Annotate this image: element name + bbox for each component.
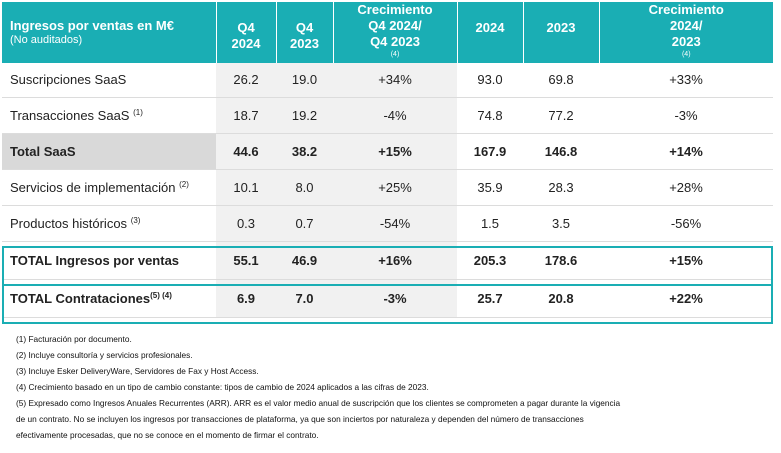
cell-q4-2024: 10.1 xyxy=(216,169,276,206)
cell-2024: 205.3 xyxy=(457,241,523,280)
footnote: (3) Incluye Esker DeliveryWare, Servidor… xyxy=(16,366,259,376)
cell-2024: 1.5 xyxy=(457,205,523,242)
footnote: efectivamente procesadas, que no se cono… xyxy=(16,430,319,440)
header-growth-year-note: (4) xyxy=(681,51,691,58)
cell-2023: 69.8 xyxy=(523,63,599,98)
footnote-ref: (3) xyxy=(130,215,141,225)
cell-2024: 93.0 xyxy=(457,63,523,98)
header-q4-2024: Q4 2024 xyxy=(216,2,277,63)
cell-q4-2023: 19.0 xyxy=(276,63,333,98)
footnote-ref: (2) xyxy=(179,179,189,189)
subtotal-row: Total SaaS 44.6 38.2 +15% 167.9 146.8 +1… xyxy=(2,133,773,170)
table-title: Ingresos por ventas en M€ xyxy=(10,18,174,33)
footnote: (2) Incluye consultoría y servicios prof… xyxy=(16,350,193,360)
cell-growth-quarter: +16% xyxy=(333,241,457,280)
cell-growth-year: +15% xyxy=(599,241,773,280)
cell-growth-quarter: +34% xyxy=(333,63,457,98)
cell-growth-quarter: +25% xyxy=(333,169,457,206)
header-q4-2023: Q4 2023 xyxy=(276,2,334,63)
header-growth-year: Crecimiento 2024/2023 (4) xyxy=(599,2,773,63)
cell-growth-year: -3% xyxy=(599,97,773,134)
cell-growth-quarter: -54% xyxy=(333,205,457,242)
footnote: (1) Facturación por documento. xyxy=(16,334,132,344)
header-2024: 2024 xyxy=(457,2,524,63)
cell-2024: 25.7 xyxy=(457,279,523,318)
table-subtitle: (No auditados) xyxy=(10,34,83,46)
cell-q4-2024: 26.2 xyxy=(216,63,276,98)
cell-growth-year: +33% xyxy=(599,63,773,98)
cell-2023: 146.8 xyxy=(523,133,599,170)
cell-q4-2023: 19.2 xyxy=(276,97,333,134)
row-label: Productos históricos (3) xyxy=(2,205,216,242)
row-label: TOTAL Contrataciones(5) (4) xyxy=(2,279,216,318)
cell-growth-year: +22% xyxy=(599,279,773,318)
cell-growth-quarter: -3% xyxy=(333,279,457,318)
cell-q4-2023: 0.7 xyxy=(276,205,333,242)
cell-q4-2024: 44.6 xyxy=(216,133,276,170)
row-label: TOTAL Ingresos por ventas xyxy=(2,241,216,280)
row-label: Transacciones SaaS (1) xyxy=(2,97,216,134)
header-title-cell: Ingresos por ventas en M€ (No auditados) xyxy=(2,2,217,63)
cell-growth-year: +14% xyxy=(599,133,773,170)
footnote-ref: (5) (4) xyxy=(150,290,172,300)
cell-q4-2023: 38.2 xyxy=(276,133,333,170)
cell-2023: 178.6 xyxy=(523,241,599,280)
header-row: Ingresos por ventas en M€ (No auditados)… xyxy=(2,2,773,63)
header-2023: 2023 xyxy=(523,2,600,63)
cell-q4-2023: 8.0 xyxy=(276,169,333,206)
footnotes: (1) Facturación por documento. (2) Inclu… xyxy=(16,331,706,443)
cell-growth-quarter: +15% xyxy=(333,133,457,170)
cell-2023: 28.3 xyxy=(523,169,599,206)
row-label: Total SaaS xyxy=(2,133,216,170)
table-row: Suscripciones SaaS 26.2 19.0 +34% 93.0 6… xyxy=(2,63,773,98)
cell-q4-2024: 0.3 xyxy=(216,205,276,242)
header-growth-quarter: Crecimiento Q4 2024/Q4 2023 (4) xyxy=(333,2,458,63)
cell-growth-year: +28% xyxy=(599,169,773,206)
row-label: Suscripciones SaaS xyxy=(2,63,216,98)
cell-q4-2024: 55.1 xyxy=(216,241,276,280)
table-row: Productos históricos (3) 0.3 0.7 -54% 1.… xyxy=(2,205,773,242)
total-bookings-row: TOTAL Contrataciones(5) (4) 6.9 7.0 -3% … xyxy=(2,279,773,318)
cell-q4-2024: 6.9 xyxy=(216,279,276,318)
cell-2024: 74.8 xyxy=(457,97,523,134)
footnote-ref: (1) xyxy=(133,107,143,117)
total-revenue-row: TOTAL Ingresos por ventas 55.1 46.9 +16%… xyxy=(2,241,773,280)
table-row: Transacciones SaaS (1) 18.7 19.2 -4% 74.… xyxy=(2,97,773,134)
cell-2024: 35.9 xyxy=(457,169,523,206)
cell-2023: 77.2 xyxy=(523,97,599,134)
footnote: (5) Expresado como Ingresos Anuales Recu… xyxy=(16,398,621,408)
cell-growth-quarter: -4% xyxy=(333,97,457,134)
revenue-table: Ingresos por ventas en M€ (No auditados)… xyxy=(2,2,773,318)
footnote: (4) Crecimiento basado en un tipo de cam… xyxy=(16,382,429,392)
cell-growth-year: -56% xyxy=(599,205,773,242)
cell-q4-2023: 7.0 xyxy=(276,279,333,318)
row-label: Servicios de implementación (2) xyxy=(2,169,216,206)
cell-q4-2024: 18.7 xyxy=(216,97,276,134)
cell-2024: 167.9 xyxy=(457,133,523,170)
table-row: Servicios de implementación (2) 10.1 8.0… xyxy=(2,169,773,206)
cell-q4-2023: 46.9 xyxy=(276,241,333,280)
cell-2023: 20.8 xyxy=(523,279,599,318)
header-growth-quarter-note: (4) xyxy=(390,51,400,58)
cell-2023: 3.5 xyxy=(523,205,599,242)
footnote: de un contrato. No se incluyen los ingre… xyxy=(16,414,584,424)
